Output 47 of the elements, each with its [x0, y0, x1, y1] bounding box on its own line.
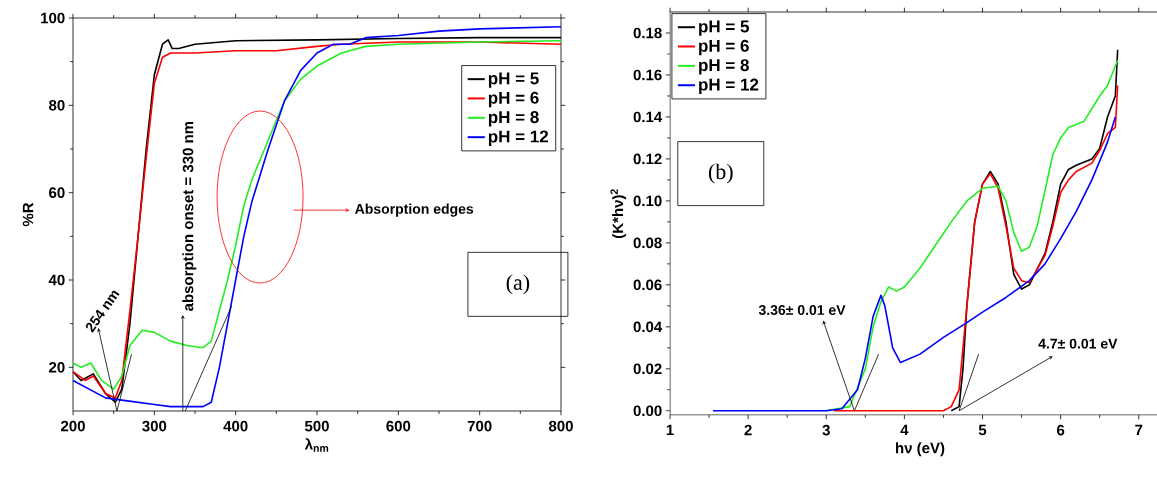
- x-tick-label: 800: [548, 420, 573, 432]
- legend-label: pH = 8: [699, 59, 749, 75]
- y-axis-title: %R: [22, 202, 34, 227]
- y-tick-label: 0.08: [633, 237, 662, 249]
- legend-label: pH = 5: [699, 20, 749, 36]
- legend-label: pH = 6: [699, 39, 749, 56]
- annotation: Absorption edges: [355, 203, 474, 217]
- y-tick-label: 100: [41, 12, 65, 24]
- x-tick-label: 300: [142, 420, 167, 432]
- legend-label: pH = 6: [488, 91, 539, 108]
- y-tick-label: 0.12: [633, 153, 662, 165]
- x-tick-label: 7: [1135, 424, 1143, 436]
- x-tick-label: 2: [744, 424, 752, 436]
- x-tick-label: 400: [223, 420, 248, 432]
- x-tick-label: 5: [978, 424, 987, 436]
- x-tick-label: 200: [61, 420, 85, 432]
- y-tick-label: 0.14: [633, 111, 663, 123]
- annotation: 4.7± 0.01 eV: [1038, 338, 1118, 349]
- y-tick-label: 0.10: [633, 195, 662, 207]
- x-tick-label: 3: [822, 424, 830, 436]
- legend-label: pH = 8: [488, 111, 539, 127]
- annotation: 3.36± 0.01 eV: [758, 305, 846, 316]
- annotation: (b): [708, 163, 733, 184]
- y-tick-label: 0.18: [633, 27, 662, 39]
- annotation: absorption onset = 330 nm: [182, 121, 197, 311]
- y-tick-label: 20: [49, 362, 65, 373]
- y-tick-label: 60: [49, 187, 65, 198]
- y-tick-label: 0.00: [633, 405, 662, 417]
- x-tick-label: 500: [304, 420, 329, 432]
- legend-label: pH = 12: [699, 78, 759, 94]
- x-tick-label: 6: [1057, 424, 1065, 436]
- y-tick-label: 0.16: [633, 69, 662, 81]
- x-axis-title: hν (eV): [896, 442, 945, 457]
- x-tick-label: 600: [386, 420, 411, 432]
- annotation: (a): [506, 274, 530, 295]
- y-tick-label: 40: [48, 274, 65, 286]
- x-tick-label: 1: [666, 424, 674, 436]
- x-tick-label: 700: [467, 420, 492, 432]
- y-tick-label: 80: [48, 100, 65, 111]
- legend-label: pH = 5: [488, 72, 539, 88]
- y-tick-label: 0.04: [633, 321, 663, 333]
- legend-label: pH = 12: [488, 130, 549, 146]
- y-axis-title: (K*hν)$^{2}$: [610, 189, 627, 238]
- y-tick-label: 0.02: [633, 363, 662, 375]
- y-tick-label: 0.06: [633, 279, 662, 291]
- x-tick-label: 4: [900, 424, 909, 436]
- x-axis-title: λ$_{nm}$: [304, 438, 329, 452]
